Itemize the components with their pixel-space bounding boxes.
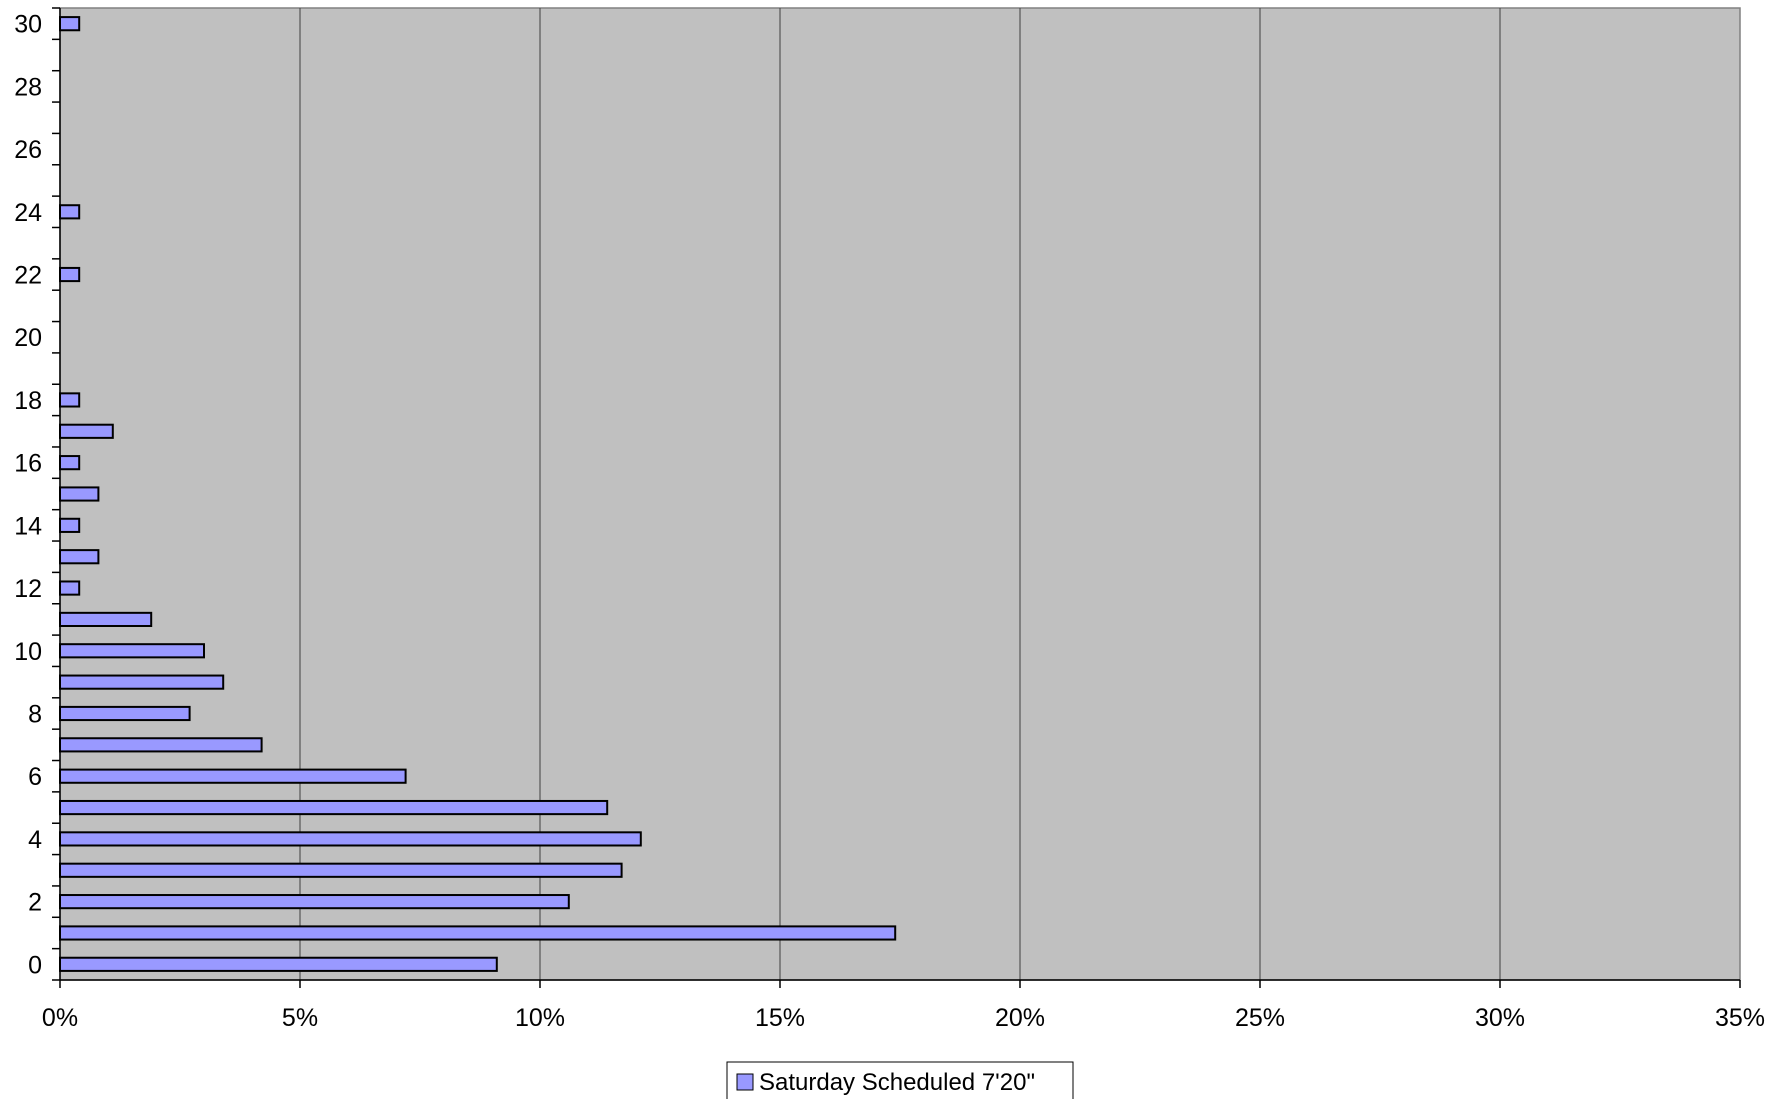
bar	[59, 862, 623, 878]
x-tick-label: 35%	[1715, 1004, 1765, 1032]
bar	[59, 16, 81, 32]
y-tick-label: 2	[28, 889, 42, 917]
bar	[59, 392, 81, 408]
x-tick-label: 30%	[1475, 1004, 1525, 1032]
bar	[59, 925, 897, 941]
bar	[59, 643, 205, 659]
bar	[59, 705, 191, 722]
bar	[59, 549, 100, 565]
y-tick-label: 0	[28, 951, 42, 979]
y-tick-label: 26	[14, 136, 42, 164]
y-tick-label: 28	[14, 73, 42, 101]
bar	[59, 266, 81, 283]
y-tick-label: 6	[28, 763, 42, 791]
bar	[59, 486, 100, 502]
legend: Saturday Scheduled 7'20"	[726, 1061, 1074, 1103]
y-tick-label: 30	[14, 11, 42, 39]
y-tick-label: 8	[28, 700, 42, 728]
x-tick-label: 15%	[755, 1004, 805, 1032]
bar	[59, 894, 570, 910]
x-tick-label: 20%	[995, 1004, 1045, 1032]
y-tick-label: 20	[14, 324, 42, 352]
bar	[59, 674, 225, 690]
bar	[59, 831, 642, 847]
legend-swatch	[736, 1073, 754, 1091]
x-tick-label: 10%	[515, 1004, 565, 1032]
bar	[59, 204, 81, 220]
x-tick-label: 0%	[42, 1004, 78, 1032]
bar	[59, 737, 263, 753]
gridlines	[299, 8, 1501, 980]
y-tick-label: 14	[14, 512, 42, 540]
y-tick-label: 4	[28, 826, 42, 854]
y-tick-label: 10	[14, 638, 42, 666]
axes	[59, 8, 1740, 981]
x-tick-label: 25%	[1235, 1004, 1285, 1032]
x-tick-label: 5%	[282, 1004, 318, 1032]
bar	[59, 423, 114, 439]
bar	[59, 455, 81, 471]
y-tick-label: 22	[14, 262, 42, 290]
bar	[59, 799, 609, 816]
bar	[59, 580, 81, 596]
bars	[59, 16, 897, 972]
y-tick-label: 24	[14, 199, 42, 227]
legend-label: Saturday Scheduled 7'20"	[759, 1069, 1035, 1096]
bar	[59, 611, 153, 628]
bar	[59, 956, 498, 972]
bar	[59, 517, 81, 533]
y-tick-label: 16	[14, 450, 42, 478]
bar	[59, 768, 407, 784]
y-tick-label: 12	[14, 575, 42, 603]
plot-area	[59, 7, 1741, 981]
x-axis-ticks: 0% 5% 10% 15% 20% 25% 30% 35%	[42, 980, 1765, 1032]
y-tick-label: 18	[14, 387, 42, 415]
